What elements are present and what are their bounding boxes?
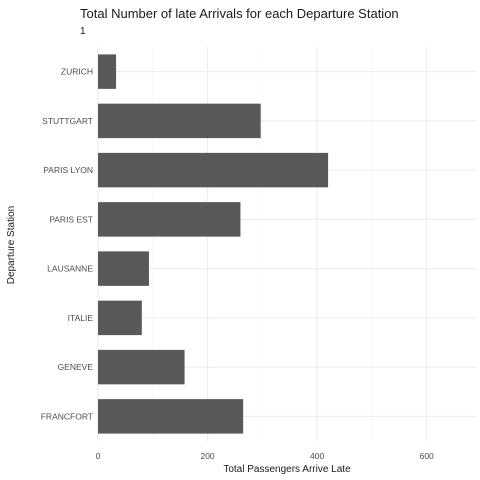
bar-geneve (98, 349, 185, 385)
bar-italie (98, 300, 142, 336)
y-tick-label: PARIS LYON (43, 165, 93, 175)
y-tick-label: FRANCFORT (41, 411, 93, 421)
bar-lausanne (98, 251, 149, 286)
bar-paris-lyon (98, 152, 329, 188)
x-tick-label: 600 (420, 451, 434, 461)
bar-stuttgart (98, 103, 261, 139)
y-tick-label: PARIS EST (49, 214, 93, 224)
x-axis-label: Total Passengers Arrive Late (223, 464, 351, 475)
chart-subtitle: 1 (80, 26, 86, 37)
x-tick-labels: 0 200 400 600 (96, 451, 434, 461)
y-tick-label: GENEVE (58, 362, 94, 372)
bar-francfort (98, 399, 244, 434)
bar-paris-est (98, 202, 241, 237)
bars (98, 54, 329, 434)
y-tick-label: ZURICH (61, 67, 93, 77)
chart-title: Total Number of late Arrivals for each D… (80, 6, 399, 21)
y-tick-label: ITALIE (68, 313, 94, 323)
x-tick-label: 200 (200, 451, 214, 461)
bar-zurich (98, 54, 117, 89)
y-tick-label: LAUSANNE (47, 264, 93, 274)
y-tick-label: STUTTGART (42, 116, 93, 126)
x-tick-label: 400 (310, 451, 324, 461)
y-tick-labels: ZURICH STUTTGART PARIS LYON PARIS EST LAUSAN… (41, 67, 94, 422)
y-axis-label: Departure Station (6, 206, 17, 284)
x-tick-label: 0 (96, 451, 101, 461)
